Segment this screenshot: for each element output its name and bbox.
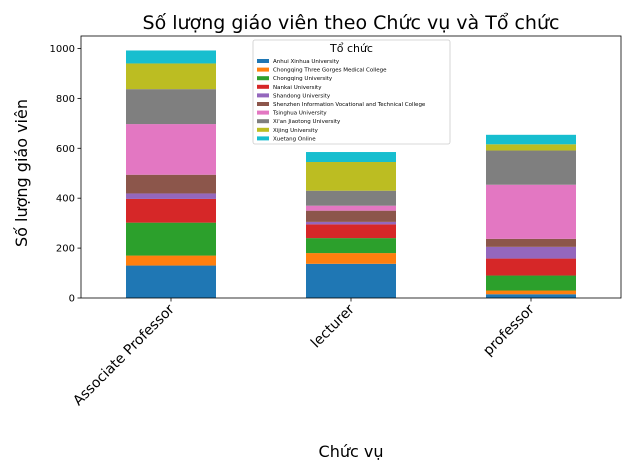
bar-segment <box>126 63 216 89</box>
bar-segment <box>126 266 216 298</box>
bar-segment <box>486 294 576 298</box>
bar-segment <box>126 124 216 175</box>
legend-entry: Shenzhen Information Vocational and Tech… <box>273 102 426 108</box>
bar-segment <box>126 193 216 198</box>
y-axis-title: Số lượng giáo viên <box>12 99 31 247</box>
bar-segment <box>486 185 576 239</box>
legend-entry: Tsinghua University <box>272 111 327 117</box>
bar-segment <box>486 276 576 291</box>
bar-segment <box>306 206 396 211</box>
bar-segment <box>306 162 396 191</box>
x-tick-label: Associate Professor <box>70 301 178 409</box>
legend-entry: Chongqing University <box>273 76 333 82</box>
y-tick-label: 1000 <box>50 44 75 55</box>
legend: Tổ chức Anhui Xinhua University Chongqing … <box>253 40 450 144</box>
legend-entry: Chongqing Three Gorges Medical College <box>273 68 387 74</box>
bar-segment <box>126 223 216 256</box>
legend-entry: Xijing University <box>273 128 319 134</box>
chart-title: Số lượng giáo viên theo Chức vụ và Tổ ch… <box>143 12 560 34</box>
bar-segment <box>306 238 396 253</box>
bar-segment <box>486 291 576 295</box>
bar-segment <box>486 151 576 185</box>
bar-segment <box>126 175 216 194</box>
legend-swatch <box>257 119 269 123</box>
bar-segment <box>306 264 396 298</box>
legend-swatch <box>257 93 269 97</box>
legend-swatch <box>257 128 269 132</box>
legend-entry: Xuetang Online <box>273 136 316 142</box>
legend-swatch <box>257 111 269 115</box>
bar-segment <box>486 239 576 247</box>
bar-segment <box>486 135 576 144</box>
bar-segment <box>306 253 396 264</box>
bar-segment <box>126 89 216 124</box>
x-axis-title: Chức vụ <box>319 442 384 461</box>
bar-segment <box>486 144 576 150</box>
legend-swatch <box>257 102 269 106</box>
x-tick-label: lecturer <box>308 301 358 351</box>
legend-entry: Shandong University <box>273 93 331 99</box>
legend-swatch <box>257 85 269 89</box>
legend-swatch <box>257 59 269 63</box>
bar-segment <box>306 224 396 238</box>
bar-segment <box>126 256 216 266</box>
bar-segment <box>306 211 396 222</box>
legend-swatch <box>257 136 269 140</box>
y-tick-label: 600 <box>56 144 75 155</box>
legend-entry: Nankai University <box>273 85 322 91</box>
y-tick-label: 400 <box>56 194 75 205</box>
x-tick-label: professor <box>480 301 538 359</box>
bar-segment <box>306 191 396 206</box>
y-tick-label: 200 <box>56 244 75 255</box>
legend-swatch <box>257 68 269 72</box>
y-tick-label: 800 <box>56 94 75 105</box>
bar-segment <box>306 222 396 224</box>
legend-entry: Xi'an Jiaotong University <box>273 119 341 125</box>
bar-segment <box>126 50 216 63</box>
legend-entry: Anhui Xinhua University <box>273 59 340 65</box>
bar-segment <box>486 259 576 276</box>
legend-title: Tổ chức <box>329 42 373 55</box>
bar-segment <box>126 199 216 223</box>
legend-swatch <box>257 76 269 80</box>
y-tick-label: 0 <box>69 294 75 305</box>
bar-segment <box>306 152 396 162</box>
bar-segment <box>486 247 576 259</box>
